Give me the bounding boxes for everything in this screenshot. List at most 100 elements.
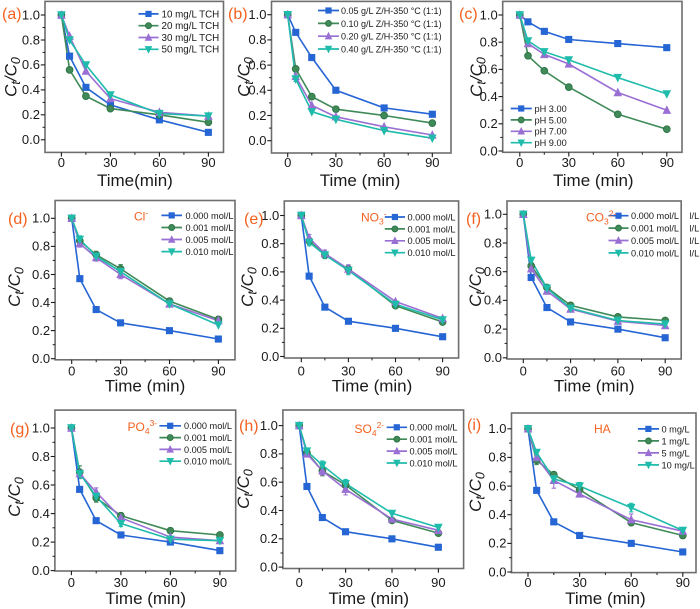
- svg-text:1.0: 1.0: [484, 207, 502, 222]
- svg-text:Ct/C0: Ct/C0: [2, 57, 24, 97]
- svg-text:60: 60: [388, 363, 402, 378]
- svg-text:0: 0: [524, 575, 531, 590]
- svg-text:0.4: 0.4: [260, 503, 278, 518]
- svg-text:Time(min): Time(min): [97, 171, 173, 190]
- svg-text:0.010 mol/L: 0.010 mol/L: [186, 247, 234, 257]
- svg-text:0.001 mol/L: 0.001 mol/L: [631, 224, 679, 234]
- svg-text:l/L: l/L: [690, 248, 700, 258]
- svg-text:Ct/C0: Ct/C0: [466, 267, 488, 307]
- svg-text:0.8: 0.8: [488, 450, 506, 465]
- svg-text:0.40 g/L Z/H-350 °C (1:1): 0.40 g/L Z/H-350 °C (1:1): [341, 44, 442, 54]
- svg-text:60: 60: [152, 155, 166, 170]
- svg-text:pH 7.00: pH 7.00: [535, 127, 567, 137]
- svg-text:1.0: 1.0: [248, 7, 266, 22]
- svg-text:50 mg/L TCH: 50 mg/L TCH: [162, 45, 220, 56]
- svg-text:Time (min): Time (min): [105, 589, 186, 608]
- svg-text:Ct/C0: Ct/C0: [234, 469, 256, 509]
- svg-text:0.000 mol/L: 0.000 mol/L: [408, 212, 456, 222]
- svg-text:0.6: 0.6: [32, 477, 50, 492]
- svg-text:0.6: 0.6: [480, 62, 498, 77]
- svg-text:0.6: 0.6: [261, 264, 279, 279]
- svg-text:0.005 mol/L: 0.005 mol/L: [410, 447, 458, 457]
- svg-text:0 mg/L: 0 mg/L: [662, 424, 690, 434]
- svg-text:0.000 mol/L: 0.000 mol/L: [186, 211, 234, 221]
- svg-text:0.0: 0.0: [480, 143, 498, 158]
- svg-text:0.8: 0.8: [32, 239, 50, 254]
- svg-text:0: 0: [516, 155, 523, 170]
- svg-text:Cl-: Cl-: [134, 208, 148, 224]
- svg-text:0.6: 0.6: [248, 57, 266, 72]
- svg-text:pH 5.00: pH 5.00: [535, 115, 567, 125]
- svg-text:60: 60: [163, 575, 177, 590]
- svg-text:l/L: l/L: [690, 236, 700, 246]
- svg-text:0.005 mol/L: 0.005 mol/L: [408, 236, 456, 246]
- svg-text:1.0: 1.0: [261, 208, 279, 223]
- svg-text:0.2: 0.2: [480, 116, 498, 131]
- svg-text:0.0: 0.0: [488, 564, 506, 579]
- svg-text:0.6: 0.6: [22, 57, 40, 72]
- svg-text:Ct/C0: Ct/C0: [466, 472, 488, 512]
- svg-text:0.2: 0.2: [248, 108, 266, 123]
- svg-text:60: 60: [624, 575, 638, 590]
- svg-text:0.0: 0.0: [248, 133, 266, 148]
- svg-text:0.005 mol/L: 0.005 mol/L: [631, 236, 679, 246]
- svg-text:0.000 mol/L: 0.000 mol/L: [410, 423, 458, 433]
- svg-text:0.2: 0.2: [260, 531, 278, 546]
- svg-text:90: 90: [676, 575, 690, 590]
- svg-text:Time (min): Time (min): [105, 377, 186, 396]
- svg-text:0: 0: [296, 575, 303, 590]
- svg-text:0.20 g/L Z/H-350 °C (1:1): 0.20 g/L Z/H-350 °C (1:1): [341, 32, 442, 42]
- svg-text:30: 30: [113, 363, 127, 378]
- svg-text:0.6: 0.6: [484, 264, 502, 279]
- svg-text:Time (min): Time (min): [565, 589, 646, 608]
- svg-text:(h): (h): [239, 418, 259, 435]
- svg-text:0.4: 0.4: [488, 507, 506, 522]
- svg-text:0.0: 0.0: [22, 132, 40, 147]
- svg-text:0: 0: [68, 363, 75, 378]
- svg-text:30: 30: [563, 363, 577, 378]
- svg-text:Time (min): Time (min): [329, 589, 410, 608]
- svg-text:0.6: 0.6: [32, 267, 50, 282]
- svg-text:(i): (i): [467, 417, 481, 434]
- svg-text:0.0: 0.0: [260, 559, 278, 574]
- svg-text:0.001 mol/L: 0.001 mol/L: [186, 223, 234, 233]
- svg-text:0: 0: [298, 363, 305, 378]
- svg-text:(g): (g): [10, 421, 30, 438]
- svg-text:0.4: 0.4: [261, 292, 279, 307]
- svg-text:0.4: 0.4: [480, 89, 498, 104]
- svg-text:0.6: 0.6: [260, 475, 278, 490]
- svg-text:0.8: 0.8: [480, 35, 498, 50]
- svg-text:30: 30: [114, 575, 128, 590]
- svg-text:1 mg/L: 1 mg/L: [662, 436, 690, 446]
- svg-text:0.8: 0.8: [261, 236, 279, 251]
- svg-text:0.8: 0.8: [22, 32, 40, 47]
- svg-text:90: 90: [431, 575, 445, 590]
- svg-text:0.2: 0.2: [22, 107, 40, 122]
- svg-text:Ct/C0: Ct/C0: [235, 57, 257, 97]
- svg-text:0.6: 0.6: [488, 478, 506, 493]
- svg-text:30: 30: [341, 363, 355, 378]
- svg-text:0.0: 0.0: [484, 350, 502, 365]
- svg-text:30: 30: [572, 575, 586, 590]
- svg-text:0: 0: [284, 155, 291, 170]
- svg-text:(f): (f): [466, 211, 481, 228]
- svg-text:pH 3.00: pH 3.00: [535, 104, 567, 114]
- svg-text:1.0: 1.0: [488, 421, 506, 436]
- svg-text:60: 60: [385, 575, 399, 590]
- svg-text:0.8: 0.8: [484, 235, 502, 250]
- svg-text:0.2: 0.2: [32, 323, 50, 338]
- svg-text:0.0: 0.0: [32, 351, 50, 366]
- svg-text:0.2: 0.2: [32, 534, 50, 549]
- svg-text:0.8: 0.8: [260, 446, 278, 461]
- svg-text:0.010 mol/L: 0.010 mol/L: [408, 248, 456, 258]
- svg-text:90: 90: [201, 155, 215, 170]
- svg-text:0.001 mol/L: 0.001 mol/L: [408, 224, 456, 234]
- svg-text:0: 0: [68, 575, 75, 590]
- svg-text:Time (min): Time (min): [320, 171, 401, 190]
- svg-text:(d): (d): [8, 211, 28, 228]
- svg-text:30: 30: [338, 575, 352, 590]
- svg-text:10 mg/L: 10 mg/L: [662, 460, 695, 470]
- svg-text:90: 90: [660, 155, 674, 170]
- svg-text:0.010 mol/L: 0.010 mol/L: [410, 458, 458, 468]
- svg-text:l/L: l/L: [690, 211, 700, 221]
